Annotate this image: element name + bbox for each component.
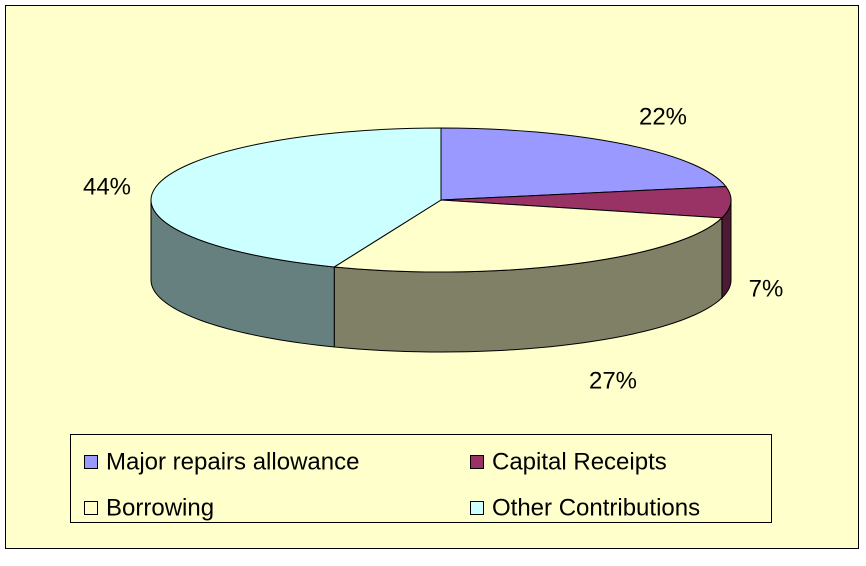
data-label: 22% bbox=[639, 103, 687, 130]
legend-swatch bbox=[84, 501, 98, 515]
legend-box bbox=[70, 434, 772, 523]
legend-swatch bbox=[84, 455, 98, 469]
data-label: 44% bbox=[83, 173, 131, 200]
pie-slice bbox=[440, 185, 732, 219]
data-label: 7% bbox=[749, 275, 784, 302]
pie-slice bbox=[440, 127, 727, 201]
legend-label: Borrowing bbox=[106, 494, 214, 521]
legend-label: Capital Receipts bbox=[492, 448, 667, 475]
data-label: 27% bbox=[589, 367, 637, 394]
pie-slice bbox=[150, 127, 442, 268]
pie-slice bbox=[332, 199, 724, 273]
legend-label: Other Contributions bbox=[492, 494, 700, 521]
legend-label: Major repairs allowance bbox=[106, 448, 359, 475]
legend-swatch bbox=[470, 455, 484, 469]
legend-swatch bbox=[470, 501, 484, 515]
